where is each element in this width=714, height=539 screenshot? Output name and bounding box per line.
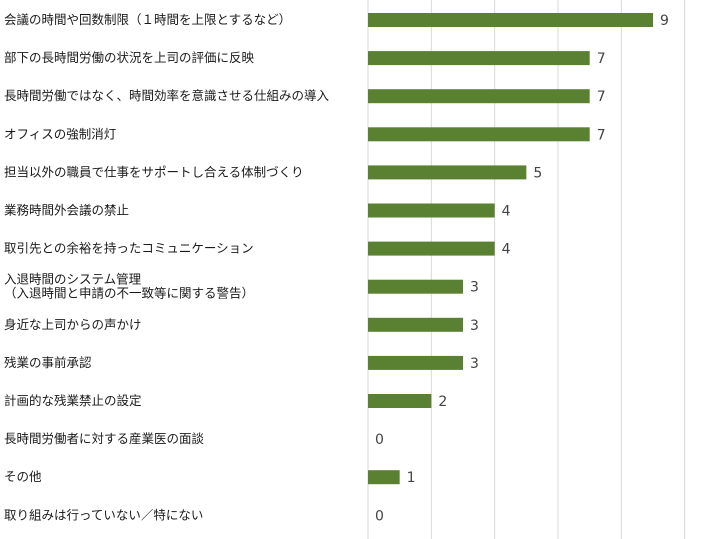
value-label: 4 — [502, 242, 511, 258]
bar — [368, 127, 590, 142]
value-label: 4 — [502, 204, 511, 220]
bars — [368, 13, 654, 485]
category-label: 入退時間のシステム管理（入退時間と申請の不一致等に関する警告） — [4, 272, 254, 301]
category-label: 残業の事前承認 — [4, 355, 92, 370]
category-label: 取り組みは行っていない／特にない — [4, 507, 203, 522]
bar — [368, 203, 495, 218]
category-label: 取引先との余裕を持ったコミュニケーション — [4, 241, 254, 256]
category-label: 身近な上司からの声かけ — [4, 317, 142, 332]
value-label: 3 — [470, 318, 479, 334]
value-labels: 9 7 7 7 5 4 4 3 3 3 2 0 1 0 — [375, 13, 669, 524]
value-label: 0 — [375, 508, 384, 524]
category-label: 会議の時間や回数制限（１時間を上限とするなど） — [4, 12, 291, 27]
bar — [368, 241, 495, 256]
bar — [368, 355, 464, 370]
category-label: 部下の長時間労働の状況を上司の評価に反映 — [4, 50, 255, 65]
bar — [368, 89, 590, 104]
bar — [368, 279, 464, 294]
value-label: 3 — [470, 280, 479, 296]
value-label: 5 — [533, 165, 542, 181]
category-label: 長時間労働者に対する産業医の面談 — [4, 431, 205, 446]
bar — [368, 13, 654, 27]
bar — [368, 470, 400, 485]
value-label: 7 — [597, 127, 606, 143]
category-label: オフィスの強制消灯 — [4, 126, 116, 141]
category-label: 業務時間外会議の禁止 — [4, 203, 129, 218]
value-label: 1 — [407, 470, 416, 486]
value-label: 0 — [375, 432, 384, 448]
category-label: 長時間労働ではなく、時間効率を意識させる仕組みの導入 — [4, 88, 330, 103]
category-labels: 会議の時間や回数制限（１時間を上限とするなど） 部下の長時間労働の状況を上司の評価… — [4, 12, 330, 522]
value-label: 9 — [660, 13, 669, 29]
value-label: 7 — [597, 51, 606, 67]
category-label: その他 — [4, 469, 42, 484]
bar — [368, 51, 590, 66]
value-label: 3 — [470, 356, 479, 372]
category-label: 担当以外の職員で仕事をサポートし合える体制づくり — [4, 164, 304, 179]
grid-lines — [367, 0, 686, 539]
bar — [368, 394, 432, 408]
value-label: 7 — [597, 89, 606, 105]
bar — [368, 317, 464, 332]
bar — [368, 165, 527, 180]
category-label: 計画的な残業禁止の設定 — [4, 393, 142, 408]
value-label: 2 — [438, 394, 447, 410]
